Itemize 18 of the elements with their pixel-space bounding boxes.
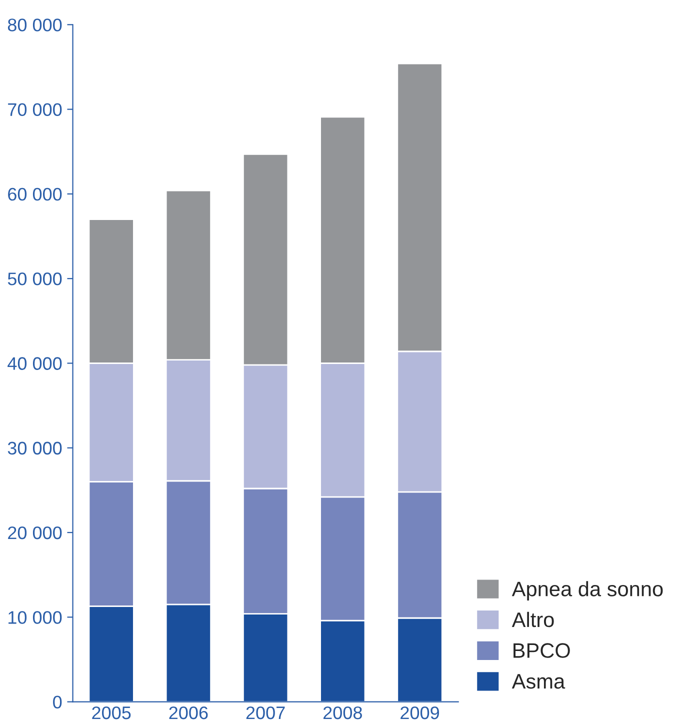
- legend-label: BPCO: [514, 643, 570, 658]
- y-tick-label: 40 000: [8, 357, 62, 370]
- y-tick-label: 80 000: [8, 18, 62, 32]
- x-tick-label: 2006: [169, 706, 208, 720]
- legend-label: Asma: [512, 674, 566, 689]
- x-tick-label: 2009: [400, 706, 439, 720]
- x-tick-label: 2007: [246, 706, 285, 720]
- x-tick-label: 2008: [323, 706, 362, 720]
- y-tick-label: 70 000: [8, 103, 62, 116]
- x-tick-label: 2005: [92, 706, 131, 720]
- y-tick-label: 10 000: [8, 611, 62, 624]
- legend-label: Apnea da sonno: [512, 581, 663, 600]
- y-tick-label: 0: [53, 696, 62, 709]
- legend-label: Altro: [512, 612, 554, 628]
- y-tick-label: 30 000: [8, 442, 62, 455]
- y-tick-label: 20 000: [8, 526, 62, 540]
- y-tick-label: 60 000: [8, 188, 62, 201]
- y-tick-label: 50 000: [8, 272, 62, 286]
